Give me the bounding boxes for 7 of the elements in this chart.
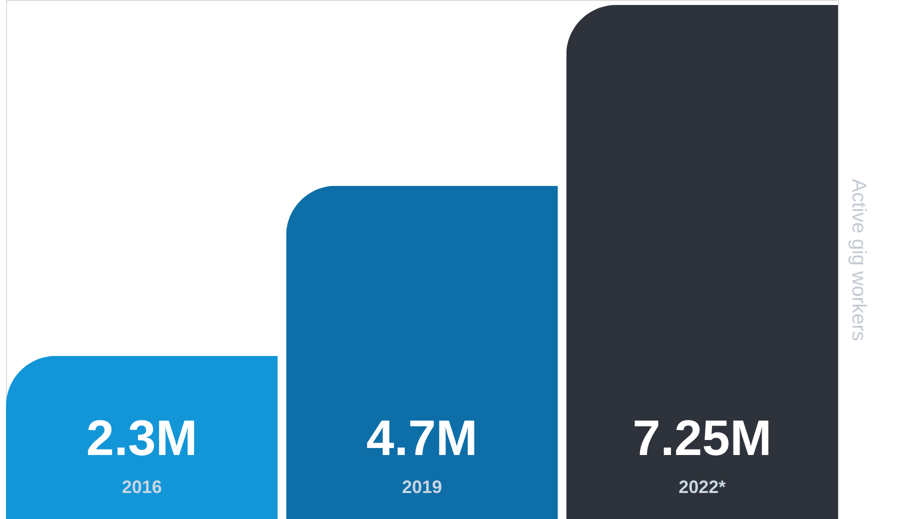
y-axis-title: Active gig workers <box>848 178 870 342</box>
data-label: 2.3M <box>86 410 198 466</box>
x-tick-label: 2022* <box>678 477 726 497</box>
x-tick-label: 2016 <box>122 477 162 497</box>
x-tick-label: 2019 <box>402 477 442 497</box>
data-label: 4.7M <box>366 410 478 466</box>
data-label: 7.25M <box>632 410 772 466</box>
